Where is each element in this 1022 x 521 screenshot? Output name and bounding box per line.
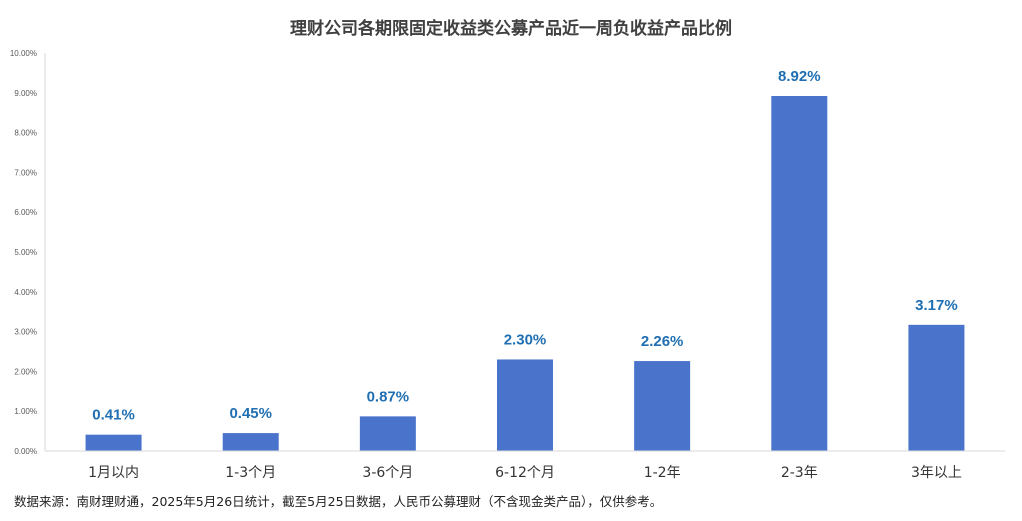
x-tick-label: 3-6个月 [362,465,413,481]
bar [771,95,828,451]
x-tick-label: 3年以上 [911,465,962,481]
x-tick-label: 1-2年 [644,465,681,481]
x-tick-label: 1月以内 [88,465,139,481]
y-tick-label: 7.00% [14,168,37,177]
x-tick-label: 2-3年 [781,465,818,481]
data-label: 0.87% [367,388,410,405]
bars: 0.41% 0.45% 0.87% 2.30% 2.26% 8.92% 3.17% [85,68,965,451]
y-tick-label: 10.00% [10,49,37,58]
bar [634,361,691,451]
data-label: 0.41% [92,407,135,424]
x-tick-label: 6-12个月 [495,465,555,481]
y-tick-label: 5.00% [14,248,37,257]
y-tick-label: 4.00% [14,288,37,297]
y-tick-label: 6.00% [14,208,37,217]
bar [359,416,416,451]
y-tick-label: 3.00% [14,328,37,337]
data-label: 2.30% [504,331,547,348]
data-label: 3.17% [915,297,958,314]
bar [222,433,279,451]
data-label: 8.92% [778,68,821,85]
x-axis: 1月以内 1-3个月 3-6个月 6-12个月 1-2年 2-3年 3年以上 [45,450,1005,481]
y-tick-label: 2.00% [14,367,37,376]
bar [908,324,965,451]
data-label: 0.45% [229,405,272,422]
bar [497,359,553,451]
y-tick-label: 0.00% [14,447,37,456]
source-note: 数据来源：南财理财通，2025年5月26日统计，截至5月25日数据，人民币公募理… [14,494,663,509]
y-axis: 0.00% 1.00% 2.00% 3.00% 4.00% 5.00% 6.00% 7.00%… [10,49,46,456]
y-tick-label: 8.00% [14,129,37,138]
y-tick-label: 1.00% [14,407,37,416]
x-tick-label: 1-3个月 [225,465,276,481]
bar [85,434,142,451]
chart-title: 理财公司各期限固定收益类公募产品近一周负收益产品比例 [290,19,732,39]
data-label: 2.26% [641,333,684,350]
y-tick-label: 9.00% [14,89,37,98]
